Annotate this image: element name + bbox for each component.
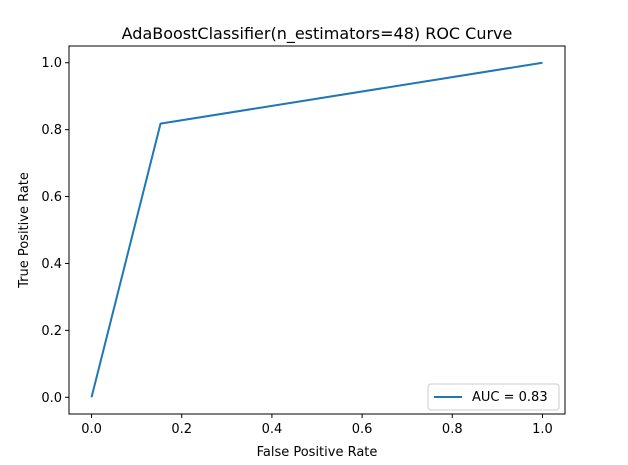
plot-area: [68, 45, 566, 415]
y-tick-label: 0.6: [41, 190, 62, 205]
y-tick-label: 0.0: [41, 391, 62, 406]
series-layer: [90, 61, 543, 398]
y-tick-label: 0.8: [41, 123, 62, 138]
chart-title: AdaBoostClassifier(n_estimators=48) ROC …: [122, 24, 513, 44]
y-axis-label: True Positive Rate: [17, 172, 32, 289]
x-tick-label: 1.0: [532, 422, 553, 437]
x-tick-label: 0.6: [352, 422, 373, 437]
y-tick-label: 1.0: [41, 56, 62, 71]
x-tick-label: 0.4: [262, 422, 283, 437]
roc-curve-line: [90, 61, 543, 398]
legend: AUC = 0.83: [427, 383, 560, 411]
legend-label: AUC = 0.83: [472, 390, 548, 405]
x-tick-label: 0.2: [171, 422, 192, 437]
y-axis: 0.0 0.2 0.4 0.6 0.8 1.0: [41, 56, 69, 406]
y-tick-label: 0.2: [41, 324, 62, 339]
y-tick-label: 0.4: [41, 257, 62, 272]
x-tick-label: 0.8: [442, 422, 463, 437]
x-tick-label: 0.0: [81, 422, 102, 437]
x-axis: 0.0 0.2 0.4 0.6 0.8 1.0: [81, 414, 553, 437]
x-axis-label: False Positive Rate: [257, 445, 378, 460]
legend-box: [427, 383, 560, 411]
